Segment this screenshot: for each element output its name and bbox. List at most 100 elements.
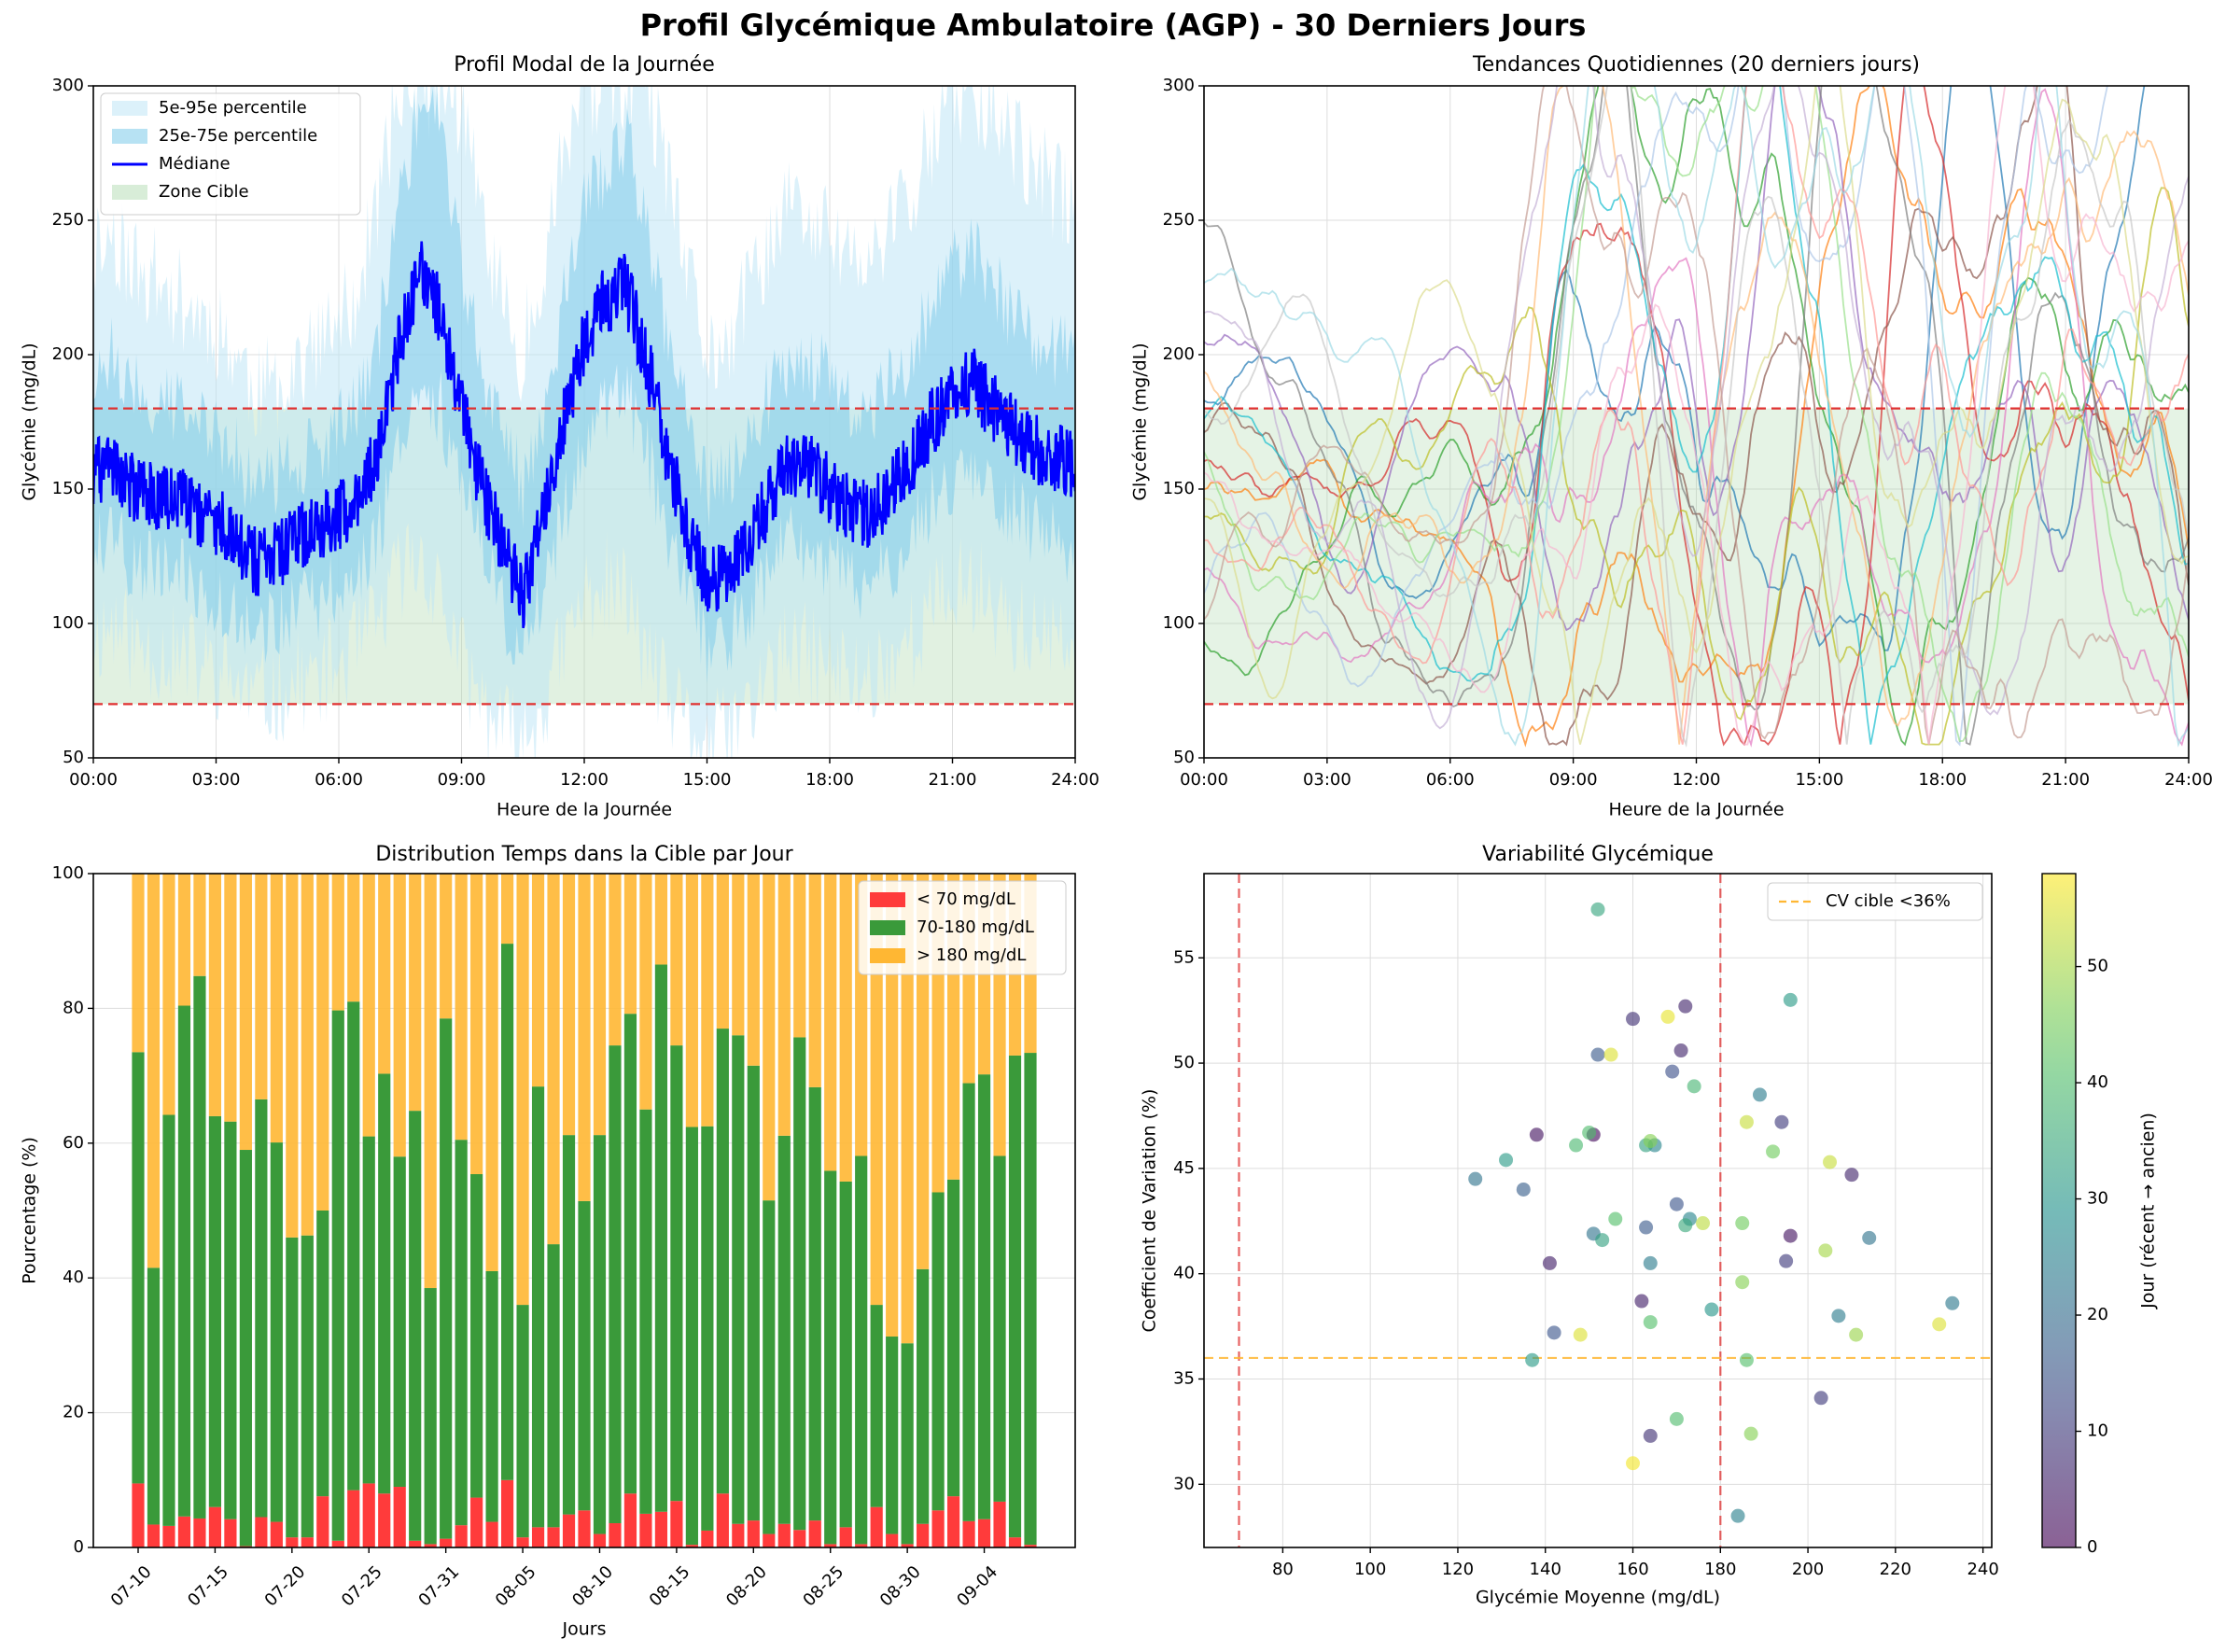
bar-inrange [670, 1045, 683, 1502]
bar-above [208, 874, 222, 1116]
bar-below [455, 1525, 468, 1547]
y-tick-label: 100 [1163, 613, 1195, 633]
daily-panel: 50 100 150 200 250 300 00:00 03:00 06:00 09:00 12:… [1130, 53, 2213, 820]
bar-above [316, 874, 329, 1211]
daily-trace [1204, 86, 2189, 748]
daily-trace [1204, 86, 2189, 632]
y-tick-label: 35 [1173, 1369, 1195, 1389]
bar-above [455, 874, 468, 1141]
y-tick-label: 80 [63, 998, 84, 1017]
bar-inrange [485, 1270, 498, 1522]
x-tick-label: 200 [1792, 1560, 1824, 1579]
legend-label: 5e-95e percentile [159, 98, 307, 118]
agp-legend: 5e-95e percentile 25e-75e percentile Média… [100, 92, 361, 216]
scatter-point [1590, 902, 1605, 917]
x-tick-label: 120 [1442, 1560, 1474, 1579]
x-tick-label: 80 [1272, 1560, 1294, 1579]
y-tick-label: 60 [63, 1133, 84, 1153]
scatter-point [1626, 1456, 1641, 1471]
bar-above [623, 874, 637, 1015]
bar-inrange [623, 1014, 637, 1494]
scatter-point [1687, 1079, 1701, 1094]
bar-inrange [578, 1200, 591, 1511]
bar-inrange [824, 1170, 837, 1545]
bar-below [808, 1520, 821, 1547]
bar-below [500, 1479, 514, 1547]
x-tick-label: 160 [1617, 1560, 1648, 1579]
bar-inrange [716, 1029, 729, 1494]
bar-below [1024, 1545, 1037, 1547]
bar-above [547, 874, 560, 1245]
y-tick-label: 100 [52, 863, 84, 883]
x-tick-label: 18:00 [805, 770, 854, 790]
scatter-point [1665, 1064, 1680, 1079]
legend-label: Zone Cible [159, 182, 249, 202]
bar-inrange [516, 1305, 529, 1538]
bar-inrange [962, 1083, 975, 1521]
daily-plot-area [1204, 86, 2189, 758]
bar-above [793, 874, 806, 1038]
y-tick-label: 55 [1173, 947, 1195, 967]
tir-ylabel: Pourcentage (%) [20, 1137, 40, 1284]
bar-above [901, 874, 914, 1344]
scatter-point [1643, 1255, 1658, 1270]
x-tick-label: 140 [1530, 1560, 1561, 1579]
scatter-point [1783, 1228, 1798, 1243]
y-tick-label: 150 [52, 479, 84, 498]
scatter-point [1813, 1391, 1828, 1406]
bar-inrange [609, 1045, 622, 1524]
bar-inrange [409, 1111, 422, 1541]
x-tick-label: 08-15 [646, 1562, 694, 1611]
y-tick-label: 50 [1173, 1053, 1195, 1072]
bar-inrange [193, 975, 206, 1519]
scatter-point [1660, 1009, 1675, 1024]
cv-xlabel: Glycémie Moyenne (mg/dL) [1476, 1588, 1720, 1608]
bar-inrange [901, 1343, 914, 1545]
daily-trace [1204, 86, 2189, 730]
bar-above [747, 874, 760, 1066]
bar-below [485, 1521, 498, 1547]
x-tick-label: 18:00 [1918, 770, 1967, 790]
daily-trace [1204, 86, 2108, 747]
scatter-point [1735, 1216, 1750, 1231]
scatter-point [1603, 1047, 1618, 1062]
bar-below [593, 1533, 607, 1547]
legend-swatch [112, 101, 147, 116]
bar-inrange [547, 1244, 560, 1528]
daily-ylabel: Glycémie (mg/dL) [1130, 343, 1151, 500]
x-tick-label: 03:00 [1303, 770, 1351, 790]
bar-inrange [701, 1126, 714, 1531]
y-tick-label: 45 [1173, 1158, 1195, 1178]
scatter-point [1525, 1352, 1540, 1367]
bar-below [763, 1533, 776, 1547]
scatter-point [1547, 1325, 1561, 1340]
bar-below [747, 1520, 760, 1547]
y-tick-label: 30 [1173, 1474, 1195, 1493]
bar-inrange [562, 1135, 576, 1515]
colorbar-tick-label: 10 [2087, 1421, 2108, 1441]
bar-above [609, 874, 622, 1046]
scatter-point [1774, 1114, 1789, 1129]
bar-below [255, 1517, 268, 1547]
bar-above [362, 874, 375, 1137]
bar-inrange [316, 1211, 329, 1497]
bar-below [946, 1496, 960, 1547]
bar-below [639, 1513, 652, 1547]
bar-above [331, 874, 344, 1011]
colorbar-tick-label: 50 [2087, 957, 2108, 976]
bar-above [516, 874, 529, 1306]
bar-above [716, 874, 729, 1029]
bar-inrange [331, 1010, 344, 1541]
scatter-point [1704, 1302, 1719, 1317]
bar-below [331, 1540, 344, 1547]
bar-below [547, 1527, 560, 1547]
daily-trace [1204, 88, 2189, 748]
legend-box [858, 880, 1067, 975]
legend-label: > 180 mg/dL [917, 945, 1026, 965]
bar-below [977, 1519, 991, 1547]
bar-below [470, 1497, 483, 1547]
axes-frame [1203, 873, 1993, 1548]
legend-label: < 70 mg/dL [917, 889, 1015, 909]
